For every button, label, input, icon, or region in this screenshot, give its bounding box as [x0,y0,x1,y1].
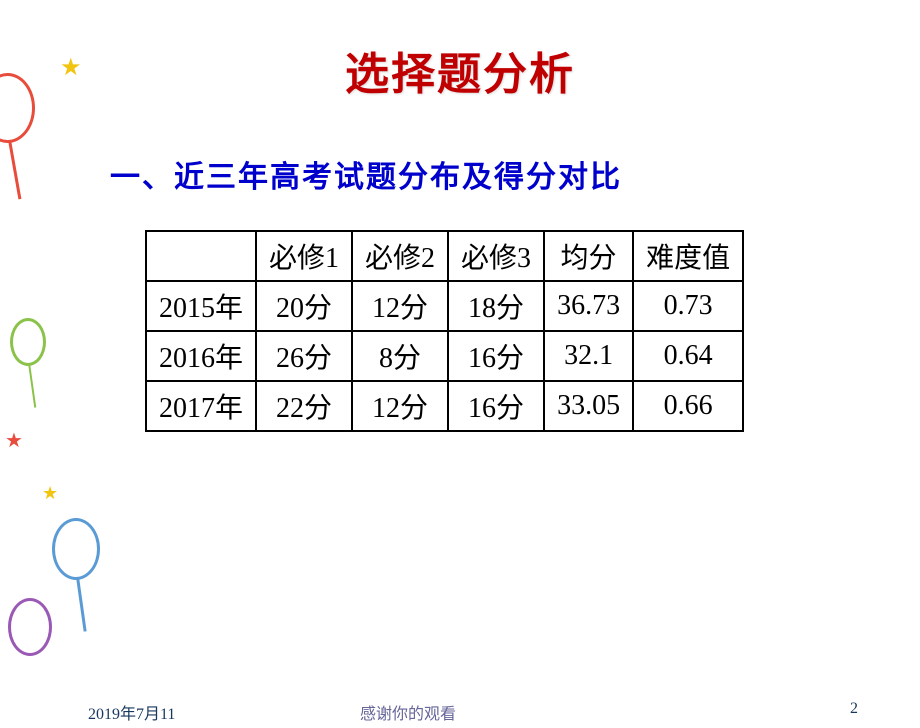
cell-bixiu1: 26分 [256,331,352,381]
table-header-bixiu1: 必修1 [256,231,352,281]
table-header-bixiu2: 必修2 [352,231,448,281]
cell-bixiu1: 20分 [256,281,352,331]
balloon-green-decoration [10,318,46,366]
cell-bixiu3: 16分 [448,331,544,381]
cell-junfen: 33.05 [544,381,633,431]
cell-junfen: 32.1 [544,331,633,381]
star-yellow2-decoration: ★ [42,483,60,501]
cell-nandu: 0.73 [633,281,743,331]
table-row: 2015年 20分 12分 18分 36.73 0.73 [146,281,743,331]
cell-junfen: 36.73 [544,281,633,331]
star-red-decoration: ★ [5,428,23,446]
table-row: 2017年 22分 12分 16分 33.05 0.66 [146,381,743,431]
cell-year: 2015年 [146,281,256,331]
footer-date: 2019年7月11 [88,700,175,724]
cell-bixiu2: 12分 [352,381,448,431]
table-header-bixiu3: 必修3 [448,231,544,281]
cell-bixiu3: 18分 [448,281,544,331]
table-header-nandu: 难度值 [633,231,743,281]
slide-title: 选择题分析 [0,38,920,102]
footer-page-number: 2 [850,700,858,718]
table-row: 2016年 26分 8分 16分 32.1 0.64 [146,331,743,381]
footer-thanks: 感谢你的观看 [360,700,456,724]
star-yellow-decoration: ★ [60,53,78,71]
section-heading: 一、近三年高考试题分布及得分对比 [110,152,920,196]
comparison-table: 必修1 必修2 必修3 均分 难度值 2015年 20分 12分 18分 36.… [145,230,744,432]
cell-bixiu3: 16分 [448,381,544,431]
cell-nandu: 0.66 [633,381,743,431]
cell-bixiu1: 22分 [256,381,352,431]
table-header-empty [146,231,256,281]
table-header-junfen: 均分 [544,231,633,281]
cell-bixiu2: 8分 [352,331,448,381]
cell-year: 2016年 [146,331,256,381]
balloon-blue-decoration [52,518,100,580]
cell-nandu: 0.64 [633,331,743,381]
cell-year: 2017年 [146,381,256,431]
cell-bixiu2: 12分 [352,281,448,331]
table-header-row: 必修1 必修2 必修3 均分 难度值 [146,231,743,281]
balloon-purple-decoration [8,598,52,656]
